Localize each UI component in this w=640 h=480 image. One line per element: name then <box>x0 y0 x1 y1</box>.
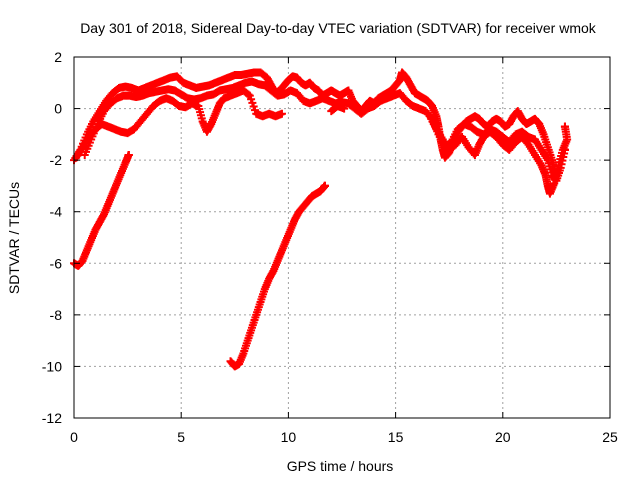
x-tick-label: 5 <box>177 429 185 445</box>
data-point <box>340 104 349 113</box>
data-point <box>277 109 286 118</box>
x-tick-label: 15 <box>388 429 404 445</box>
x-tick-label: 0 <box>70 429 78 445</box>
data-point <box>560 122 569 131</box>
y-tick-label: -2 <box>50 152 63 168</box>
y-tick-label: 2 <box>54 49 62 65</box>
y-tick-labels: -12 -10 -8 -6 -4 -2 0 2 <box>42 49 62 426</box>
y-tick-label: -10 <box>42 358 62 374</box>
y-tick-label: -6 <box>50 255 63 271</box>
x-tick-label: 20 <box>495 429 511 445</box>
data-point <box>320 181 329 190</box>
x-tick-label: 10 <box>281 429 297 445</box>
x-axis-label: GPS time / hours <box>287 458 394 474</box>
data-point <box>244 90 253 99</box>
data-point <box>124 150 133 159</box>
y-axis-label: SDTVAR / TECUs <box>6 182 22 294</box>
axis-ticks <box>73 56 611 419</box>
data-points <box>70 68 572 371</box>
plot-frame <box>73 56 611 419</box>
y-tick-label: 0 <box>54 101 62 117</box>
x-tick-label: 25 <box>602 429 618 445</box>
chart-title: Day 301 of 2018, Sidereal Day-to-day VTE… <box>80 20 597 36</box>
y-tick-label: -8 <box>50 307 63 323</box>
y-tick-label: -4 <box>50 204 63 220</box>
grid <box>74 57 610 418</box>
y-tick-label: -12 <box>42 410 62 426</box>
x-tick-labels: 0 5 10 15 20 25 <box>70 429 618 445</box>
